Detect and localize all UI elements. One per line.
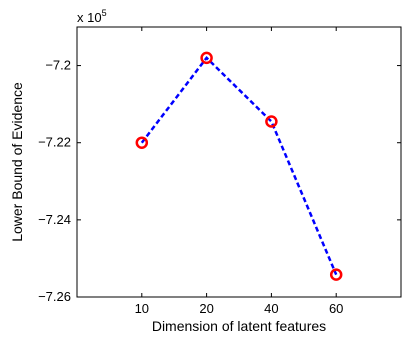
series-line bbox=[140, 55, 338, 276]
x-tick-label: 60 bbox=[329, 301, 343, 316]
x-tick-label: 10 bbox=[135, 301, 149, 316]
y-tick-label: −7.24 bbox=[38, 212, 71, 227]
x-tick-label: 20 bbox=[199, 301, 213, 316]
y-tick-label: −7.2 bbox=[45, 58, 71, 73]
y-axis-multiplier-base: x 10 bbox=[77, 10, 102, 25]
y-tick-label: −7.22 bbox=[38, 135, 71, 150]
y-axis-multiplier: x 105 bbox=[77, 8, 107, 25]
data-point-marker bbox=[329, 268, 343, 281]
y-axis-ticks: −7.2 −7.22 −7.24 −7.26 bbox=[38, 58, 401, 304]
data-point-marker bbox=[265, 115, 278, 128]
y-axis-multiplier-exponent: 5 bbox=[102, 8, 107, 18]
data-point-marker bbox=[200, 51, 213, 65]
x-axis-ticks: 10 20 40 60 bbox=[135, 27, 343, 316]
data-point-marker bbox=[135, 136, 149, 149]
x-tick-label: 40 bbox=[264, 301, 278, 316]
plot-area bbox=[76, 26, 402, 298]
y-axis-label: Lower Bound of Evidence bbox=[9, 82, 25, 242]
y-tick-label: −7.26 bbox=[38, 289, 71, 304]
x-axis-label: Dimension of latent features bbox=[152, 318, 326, 334]
series-layer bbox=[135, 51, 343, 281]
